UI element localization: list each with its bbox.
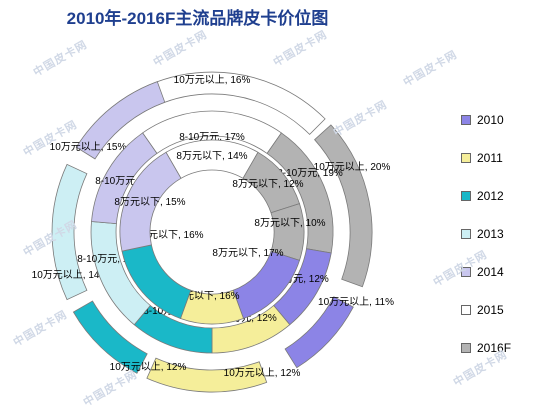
legend-swatch-2014: [461, 266, 471, 277]
data-label-2012-0: 8万元以下, 16%: [132, 230, 203, 241]
data-label-2011-0: 8万元以下, 16%: [168, 291, 239, 302]
legend-label-2011: 2011: [477, 150, 503, 165]
legend-item-2010: 2010: [461, 112, 531, 127]
legend-item-2015: 2015: [461, 302, 531, 317]
data-label-2016F-0: 8万元以下, 10%: [254, 218, 325, 229]
data-label-2016F-1: 8-10万元, 19%: [277, 168, 343, 179]
chart-title: 2010年-2016F主流品牌皮卡价位图: [66, 9, 329, 28]
data-label-2013-1: 8-10万元, 13%: [77, 254, 143, 265]
data-label-2010-0: 8万元以下, 17%: [212, 248, 283, 259]
legend-swatch-2010: [461, 114, 471, 125]
legend-label-2010: 2010: [477, 112, 504, 127]
donut-segment-2013-2: [51, 163, 88, 301]
legend-item-2013: 2013: [461, 226, 531, 241]
donut-segment-2014-1: [91, 132, 158, 225]
data-label-2010-2: 10万元以上, 11%: [318, 296, 394, 308]
data-label-2014-1: 8-10万元, 15%: [95, 176, 161, 187]
legend-label-2016F: 2016F: [477, 340, 512, 355]
data-label-2014-2: 10万元以上, 15%: [50, 141, 127, 153]
data-label-2010-1: 8-10万元, 12%: [263, 274, 329, 285]
data-label-2013-2: 10万元以上, 14%: [32, 269, 109, 281]
legend-item-2016F: 2016F: [461, 340, 531, 355]
data-label-2015-2: 10万元以上, 16%: [174, 74, 251, 86]
legend-item-2014: 2014: [461, 264, 531, 279]
donut-segment-2016F-3: [314, 124, 373, 288]
legend-swatch-2015: [461, 304, 471, 315]
legend-item-2011: 2011: [461, 150, 531, 165]
legend-swatch-2011: [461, 152, 471, 163]
legend-label-2015: 2015: [477, 302, 504, 317]
legend: 2010 2011 2012 2013 2014 2015 2016F: [461, 112, 531, 378]
donut-segment-2014-0: [119, 151, 182, 252]
donut-segment-2011-2: [146, 357, 268, 393]
data-label-2016F-3: 10万元以上, 20%: [314, 161, 391, 173]
legend-swatch-2016F: [461, 342, 471, 353]
data-label-2015-0: 8万元以下, 14%: [176, 151, 247, 162]
legend-item-2012: 2012: [461, 188, 531, 203]
data-label-2012-2: 10万元以上, 12%: [110, 361, 187, 373]
data-label-2011-2: 10万元以上, 12%: [224, 367, 301, 379]
legend-label-2012: 2012: [477, 188, 504, 203]
legend-swatch-2013: [461, 228, 471, 239]
legend-label-2014: 2014: [477, 264, 504, 279]
legend-swatch-2012: [461, 190, 471, 201]
data-label-2015-1: 8-10万元, 17%: [179, 132, 245, 143]
donut-segment-2010-2: [284, 296, 354, 369]
donut-segment-2014-2: [75, 81, 166, 160]
data-label-2016F-2: 8万元以下, 12%: [232, 179, 303, 190]
donut-segment-2012-2: [72, 300, 148, 374]
legend-label-2013: 2013: [477, 226, 504, 241]
data-label-2014-0: 8万元以下, 15%: [114, 197, 185, 208]
